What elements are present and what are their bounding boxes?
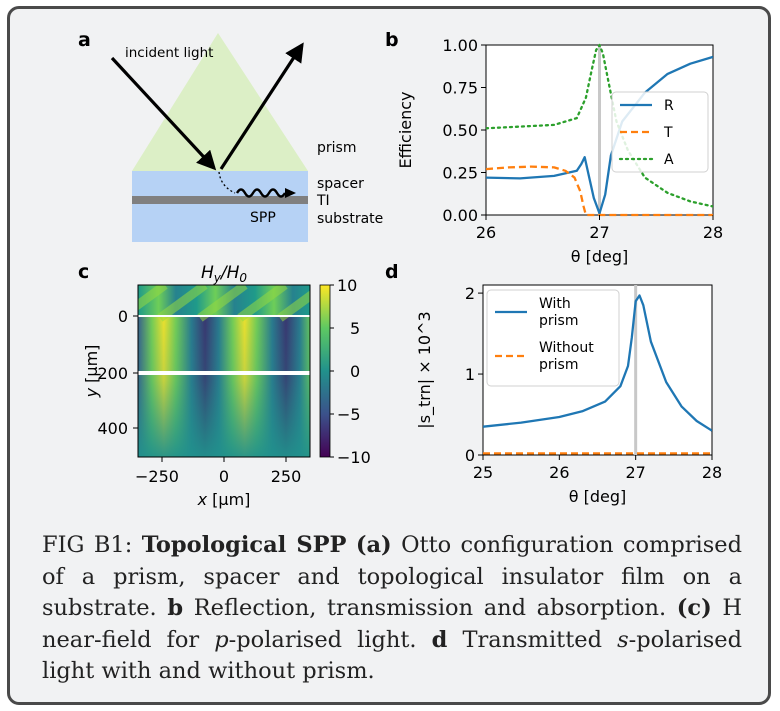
caption-d-text-pre: Transmitted	[462, 626, 602, 653]
caption-c-text-post: -polarised light.	[228, 626, 417, 653]
spacer-layer	[132, 171, 308, 196]
c-ylabel: y [µm]	[82, 345, 101, 399]
series-b-0	[486, 55, 713, 215]
legend-box-b	[611, 91, 709, 173]
figure-caption: FIG B1: Topological SPP (a) Otto configu…	[42, 530, 742, 688]
xlabel-b: θ [deg]	[571, 247, 629, 266]
spacer-label: spacer	[317, 176, 364, 192]
colorbar-tick-0: 0	[350, 362, 360, 381]
ti-label: TI	[316, 193, 330, 209]
ylabel-b: Efficiency	[396, 91, 415, 168]
chart-b: 26 27 28 0.00 0.25 0.50 0.75 1.00 θ [deg] RTA Effi…	[396, 36, 723, 266]
ti-film	[132, 196, 308, 204]
caption-c-label: (c)	[676, 595, 712, 621]
chart-d: 25 26 27 28 0 1 2 θ [deg] With prism Without prism |…	[415, 284, 722, 506]
prism-shape	[132, 33, 308, 171]
c-ytick-400: 400	[97, 419, 128, 438]
legend-d: With prism Without prism	[486, 289, 620, 387]
caption-c-text-pre: H near-field for	[42, 595, 743, 653]
xtick-b-2: 28	[703, 223, 723, 242]
prism-label: prism	[317, 140, 356, 156]
panel-label-c: c	[78, 261, 89, 283]
caption-title: Topological SPP	[141, 532, 347, 558]
ytick-d-2: 2	[465, 284, 475, 303]
caption-b-label: b	[167, 595, 184, 621]
xtick-d-2: 27	[625, 463, 645, 482]
spp-arrow-head	[285, 188, 296, 198]
xtick-d-1: 26	[549, 463, 569, 482]
colorbar: 10 5 0 −5 −10	[319, 276, 371, 467]
c-ytick-200: 200	[97, 364, 128, 383]
caption-a-label: (a)	[355, 532, 392, 558]
ytick-b-2: 0.50	[442, 121, 478, 140]
incident-arrow	[110, 56, 217, 171]
xtick-d-3: 28	[702, 463, 722, 482]
colorbar-tick-10: 10	[337, 276, 357, 295]
colorbar-tick-5: 5	[350, 319, 360, 338]
series-d-0	[483, 294, 712, 432]
caption-d-italic: s	[617, 626, 629, 653]
caption-d-label: d	[431, 626, 448, 653]
colorbar-gradient	[319, 284, 331, 458]
substrate-label: substrate	[317, 211, 383, 227]
spp-label: SPP	[250, 210, 276, 226]
ytick-b-0: 0.00	[442, 206, 478, 225]
reflected-arrow	[219, 42, 304, 170]
legend-label-b-0: R	[664, 98, 674, 114]
caption-fig-label: FIG B1:	[42, 532, 133, 558]
legend-label-d-1: Without prism	[539, 340, 594, 373]
panel-a-diagram: incident light prism spacer TI SPP subst…	[110, 33, 383, 242]
panel-label-d: d	[385, 261, 399, 283]
legend-label-b-1: T	[663, 125, 673, 141]
legend-label-b-2: A	[664, 152, 674, 168]
ytick-b-4: 1.00	[442, 36, 478, 55]
panel-label-b: b	[385, 29, 399, 51]
series-b-2	[486, 43, 713, 208]
legend-box-d	[486, 289, 620, 387]
caption-a-text: Otto configuration comprised of a prism,…	[42, 532, 743, 621]
ytick-b-3: 0.75	[442, 79, 478, 98]
c-xtick-250: 250	[271, 467, 302, 486]
legend-label-d-0: With prism	[539, 296, 578, 329]
panel-label-a: a	[78, 29, 91, 51]
c-ytick-0: 0	[118, 307, 128, 326]
caption-b-text: Reflection, transmission and absorption.	[193, 595, 667, 621]
xtick-b-0: 26	[476, 223, 496, 242]
spp-wave	[235, 188, 287, 198]
legend-b: RTA	[611, 91, 709, 173]
heatmap-diagonal-stripes	[138, 285, 310, 322]
heatmap-title: Hy/H0	[201, 263, 247, 285]
caption-c-italic: p	[214, 626, 229, 653]
substrate-layer	[132, 204, 308, 242]
ytick-d-0: 0	[465, 446, 475, 465]
incident-light-label: incident light	[125, 45, 213, 61]
xlabel-d: θ [deg]	[569, 487, 627, 506]
colorbar-tick-neg10: −10	[337, 448, 371, 467]
c-xtick-0: 0	[219, 467, 229, 486]
heatmap-c: Hy/H0 0 200 400 −250 0 250 x [µm] y [µm]	[82, 263, 311, 509]
c-xlabel: x [µm]	[197, 490, 251, 509]
caption-d-text-post: -polarised light with and without prism.	[42, 626, 742, 685]
ylabel-d: |s_trn| × 10^3	[415, 311, 435, 428]
colorbar-tick-neg5: −5	[337, 405, 361, 424]
ytick-d-1: 1	[465, 365, 475, 384]
xtick-d-0: 25	[473, 463, 493, 482]
c-xtick-neg250: −250	[135, 467, 179, 486]
ytick-b-1: 0.25	[442, 164, 478, 183]
xtick-b-1: 27	[589, 223, 609, 242]
